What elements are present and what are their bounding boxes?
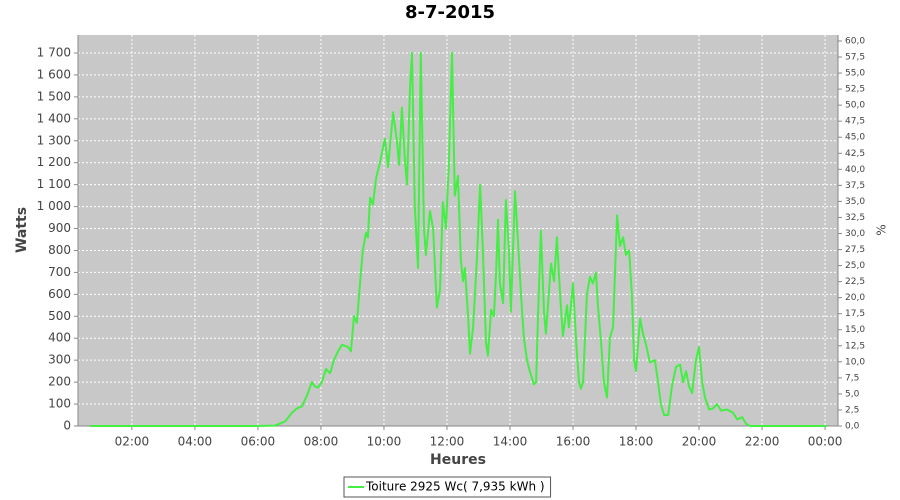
y2-tick-label: 50,0 [845,101,865,111]
legend-label: Toiture 2925 Wc( 7,935 kWh ) [365,480,545,494]
y2-tick-label: 20,0 [845,293,865,303]
y-tick-label: 1 300 [37,133,71,147]
y-tick-label: 1 000 [37,199,71,213]
chart-title: 8-7-2015 [405,2,495,23]
y2-tick-label: 15,0 [845,325,865,335]
y2-tick-label: 42,5 [845,149,865,159]
x-tick-label: 22:00 [745,435,780,449]
x-tick-label: 08:00 [304,435,339,449]
x-tick-label: 16:00 [556,435,591,449]
y2-tick-label: 55,0 [845,69,865,79]
y2-tick-label: 0,0 [845,422,860,432]
y2-tick-label: 5,0 [845,389,860,399]
y2-tick-label: 25,0 [845,261,865,271]
y2-tick-label: 12,5 [845,341,865,351]
y2-tick-label: 22,5 [845,277,865,287]
y2-tick-label: 45,0 [845,133,865,143]
x-tick-label: 02:00 [115,435,150,449]
y2-tick-label: 47,5 [845,117,865,127]
y2-tick-label: 60,0 [845,36,865,46]
y2-tick-label: 27,5 [845,245,865,255]
y-tick-label: 1 100 [37,177,71,191]
y2-tick-label: 17,5 [845,309,865,319]
y-tick-label: 900 [48,221,71,235]
y2-axis-label: % [875,224,889,235]
y-axis-label: Watts [14,207,30,253]
y2-tick-label: 57,5 [845,53,865,63]
y-tick-label: 1 400 [37,111,71,125]
y-tick-label: 300 [48,353,71,367]
y-tick-label: 800 [48,243,71,257]
y-tick-label: 1 600 [37,67,71,81]
x-tick-label: 10:00 [367,435,402,449]
y2-tick-label: 37,5 [845,181,865,191]
line-series [90,52,827,427]
plot-area [78,35,838,426]
x-axis-label: Heures [430,452,486,468]
y-tick-label: 100 [48,397,71,411]
y-tick-label: 0 [63,419,71,433]
y2-tick-label: 10,0 [845,357,865,367]
y2-tick-label: 30,0 [845,229,865,239]
y-tick-label: 600 [48,287,71,301]
y-tick-label: 1 200 [37,155,71,169]
x-tick-label: 04:00 [178,435,213,449]
y-tick-label: 1 500 [37,89,71,103]
legend-box [343,476,552,498]
y2-tick-label: 52,5 [845,85,865,95]
y-tick-label: 400 [48,331,71,345]
x-tick-label: 14:00 [493,435,528,449]
y2-tick-label: 32,5 [845,213,865,223]
y-tick-label: 200 [48,375,71,389]
y2-tick-label: 7,5 [845,373,859,383]
y-tick-label: 700 [48,265,71,279]
y-tick-label: 500 [48,309,71,323]
x-tick-label: 18:00 [619,435,654,449]
y2-tick-label: 40,0 [845,165,865,175]
x-tick-label: 20:00 [682,435,717,449]
x-tick-label: 00:00 [808,435,843,449]
x-tick-label: 12:00 [430,435,465,449]
y-tick-label: 1 700 [37,45,71,59]
y2-tick-label: 2,5 [845,405,859,415]
y2-tick-label: 35,0 [845,197,865,207]
x-tick-label: 06:00 [241,435,276,449]
